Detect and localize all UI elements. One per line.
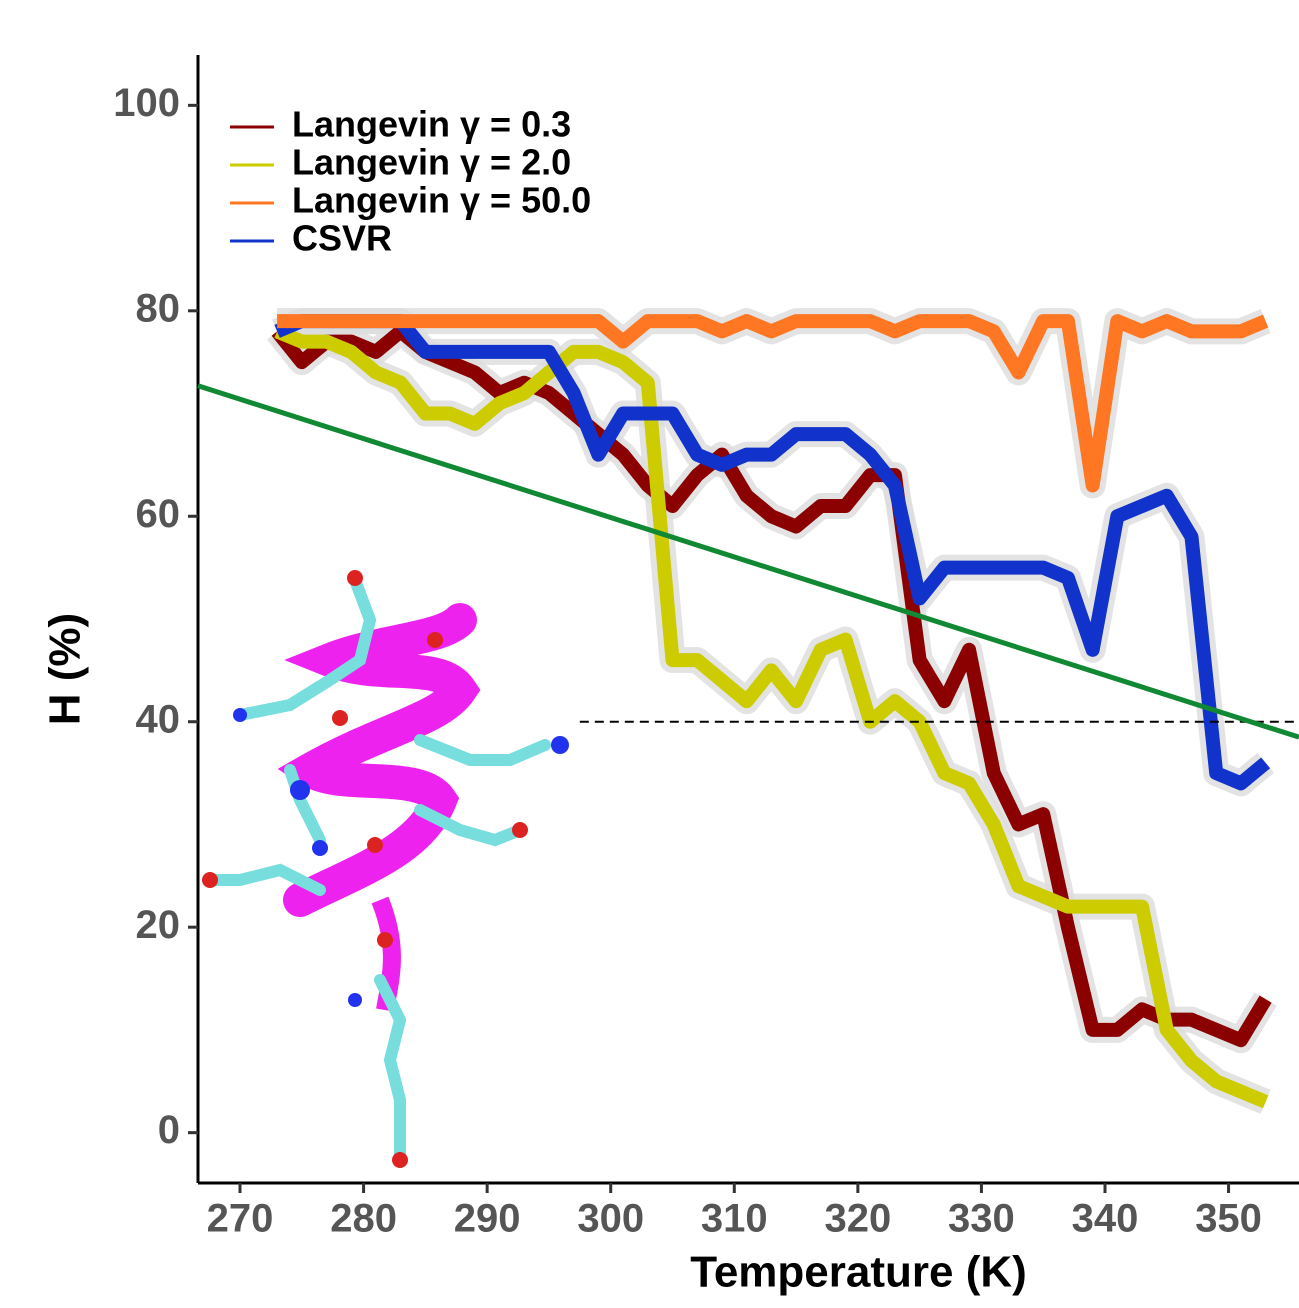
legend-label: Langevin γ = 0.3 [292, 104, 571, 145]
series-line [274, 324, 1269, 1109]
series-line [274, 314, 1271, 791]
fit-line [197, 383, 1299, 740]
legend-label: Langevin γ = 2.0 [292, 142, 571, 183]
x-tick-label: 270 [207, 1197, 274, 1241]
y-tick-label: 20 [136, 903, 181, 947]
helix-illustration [202, 570, 569, 1168]
y-tick-label: 80 [136, 286, 181, 330]
series-line [277, 314, 1269, 493]
nitrogen-atoms [233, 708, 569, 1007]
x-tick-label: 300 [577, 1197, 644, 1241]
x-tick-label: 310 [701, 1197, 768, 1241]
plot-area: 0 20 40 60 80 100 270 280 290 300 310 320 330 340 350 T… [41, 55, 1299, 1297]
legend-label: CSVR [292, 218, 392, 259]
x-tick-label: 330 [948, 1197, 1015, 1241]
x-tick-label: 320 [824, 1197, 891, 1241]
x-axis-label: Temperature (K) [690, 1248, 1027, 1297]
ribbon [277, 603, 481, 917]
oxygen-atoms [202, 570, 528, 1168]
x-tick-label: 340 [1072, 1197, 1139, 1241]
x-tick-label: 290 [454, 1197, 521, 1241]
x-tick-label: 280 [330, 1197, 397, 1241]
y-tick-label: 40 [136, 697, 181, 741]
y-tick-label: 60 [136, 492, 181, 536]
y-axis-label: H (%) [41, 613, 90, 725]
x-tick-label: 350 [1195, 1197, 1262, 1241]
y-tick-label: 100 [113, 81, 180, 125]
legend-label: Langevin γ = 50.0 [292, 180, 591, 221]
y-tick-label: 0 [158, 1108, 180, 1152]
